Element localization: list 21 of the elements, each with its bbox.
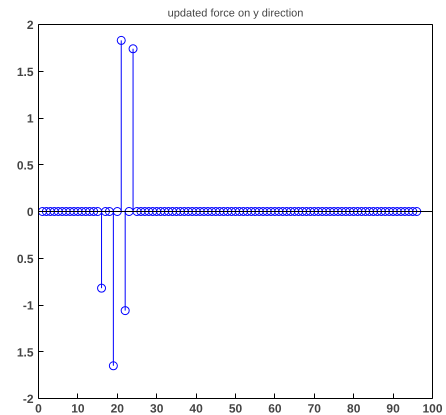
y-tick-label: 2 bbox=[26, 18, 34, 32]
x-tick-label: 30 bbox=[150, 402, 164, 415]
y-tick-label: -2 bbox=[22, 392, 34, 406]
y-tick-label: 1 bbox=[26, 112, 34, 126]
y-tick-label: 0.5 bbox=[16, 252, 34, 266]
y-tick-label: -1 bbox=[22, 298, 34, 312]
y-tick-label: 1.5 bbox=[16, 345, 34, 360]
y-tick-label: 0 bbox=[26, 205, 34, 219]
x-tick-label: 0 bbox=[35, 402, 42, 415]
chart-title: updated force on y direction bbox=[168, 8, 304, 20]
y-tick-label: 1.5 bbox=[16, 64, 34, 79]
x-tick-label: 40 bbox=[189, 402, 204, 415]
x-tick-label: 20 bbox=[110, 402, 124, 415]
x-tick-label: 80 bbox=[347, 402, 361, 415]
x-tick-label: 60 bbox=[268, 402, 282, 415]
x-tick-label: 90 bbox=[386, 402, 400, 415]
x-tick-label: 10 bbox=[71, 402, 85, 415]
x-tick-label: 50 bbox=[228, 402, 242, 415]
y-tick-label: 0.5 bbox=[16, 158, 34, 172]
x-tick-label: 100 bbox=[422, 402, 443, 415]
x-tick-label: 70 bbox=[308, 402, 322, 415]
